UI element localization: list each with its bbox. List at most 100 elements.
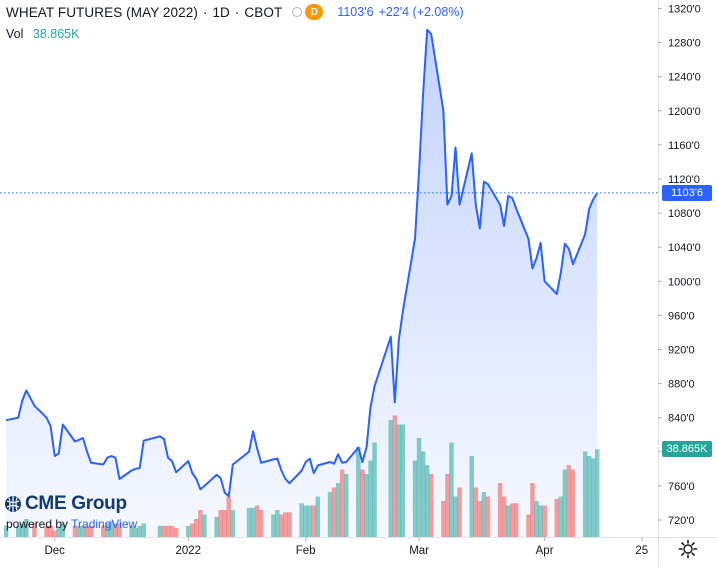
y-tick-label: 840'0 [668,413,695,425]
powered-by[interactable]: powered by TradingView [6,517,137,531]
y-tick-label: 1320'0 [668,4,701,16]
volume-bar [331,487,337,537]
volume-bar [339,469,345,537]
volume-bar [538,505,543,537]
volume-bar [275,510,280,537]
y-tick-label: 1040'0 [668,242,701,254]
last-price-readout: 1103'6 [337,5,374,19]
volume-bar [368,460,373,537]
volume-bar [485,496,491,537]
volume-bar [88,525,94,538]
header-separator: · [234,4,240,20]
volume-bar [117,523,122,537]
y-tick-label: 1080'0 [668,208,701,220]
volume-bar [246,507,252,538]
volume-label[interactable]: Vol [6,27,24,41]
volume-bars-layer [3,415,600,538]
price-change-readout: +22'4 (+2.08%) [378,5,464,19]
volume-bar [84,525,90,538]
cme-logo-text: CME Group [25,493,127,514]
volume-bar [562,469,568,537]
interval-label[interactable]: 1D [212,4,230,20]
y-tick-label: 720'0 [668,515,695,527]
x-tick-label: 25 [635,545,648,557]
volume-bar [505,505,511,537]
volume-bar [303,505,308,537]
symbol-title[interactable]: WHEAT FUTURES (MAY 2022) [6,4,198,20]
price-line-layer [0,28,658,498]
cme-globe-icon [5,496,21,512]
volume-bar [335,483,341,537]
volume-bar [307,505,312,537]
volume-bar [258,510,264,537]
volume-bar [441,501,446,537]
volume-bar [165,525,171,538]
cme-logo[interactable]: CME Group [4,493,137,515]
volume-bar [360,469,365,537]
chart-header: WHEAT FUTURES (MAY 2022) · 1D · CBOT D 1… [6,3,464,21]
x-tick-label: Feb [296,545,316,557]
volume-bar [542,505,547,537]
volume-bar [48,525,53,538]
volume-bar [60,523,65,537]
x-tick-label: Apr [536,545,554,557]
delayed-data-badge[interactable]: D [305,4,324,20]
volume-bar [372,442,377,537]
volume-bar [198,510,203,537]
volume-bar [344,474,349,537]
volume-bar [230,510,236,537]
volume-bar [222,510,227,537]
price-line [5,28,599,498]
volume-bar [129,525,134,538]
volume-bar [44,525,49,538]
volume-bar [80,525,86,538]
volume-bar [445,474,450,537]
branding: CME Group powered by TradingView [4,493,137,531]
volume-bar [364,474,369,537]
volume-bar [416,438,422,537]
market-status-dot-icon[interactable] [292,7,303,17]
y-tick-label: 760'0 [668,481,695,493]
volume-bar [250,507,256,538]
volume-bar [3,525,9,538]
volume-value: 38.865K [32,27,80,41]
volume-bar [105,523,110,537]
volume-bar [226,496,231,537]
y-tick-label: 1200'0 [668,106,701,118]
volume-bar [24,519,29,537]
volume-bar [254,505,260,537]
volume-bar [449,442,454,537]
volume-bar [400,424,406,537]
volume-bar [497,483,503,537]
volume-bar [311,505,317,537]
volume-bar [137,525,142,538]
volume-bar [591,458,596,538]
volume-bar [388,420,393,537]
volume-bar [113,523,118,537]
y-tick-label: 1160'0 [668,140,700,152]
volume-bar [186,525,191,538]
volume-bar [218,510,223,537]
volume-bar [457,487,462,537]
volume-bar [558,496,564,537]
y-tick-label: 1120'0 [668,174,700,186]
volume-bar [424,465,430,537]
header-separator: · [202,4,208,20]
volume-bar [157,525,163,538]
y-tick-label: 1280'0 [668,38,701,50]
volume-bar [72,525,78,538]
volume-bar [194,519,199,537]
volume-bar [161,525,167,538]
volume-bar [52,530,57,538]
volume-bar [469,456,474,537]
exchange-label: CBOT [244,4,283,20]
volume-bar [133,528,138,537]
volume-bar [315,496,321,537]
settings-gear-icon[interactable] [678,539,698,559]
area-fill-layer [6,29,598,538]
volume-tag: 38.865K [662,441,712,457]
volume-bar [481,492,487,537]
volume-bar [56,528,61,537]
